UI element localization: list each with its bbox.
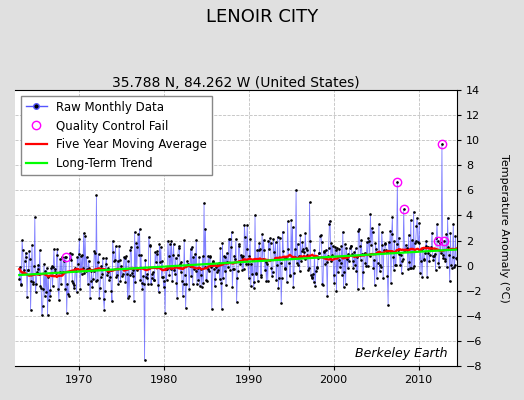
Title: 35.788 N, 84.262 W (United States): 35.788 N, 84.262 W (United States) <box>112 76 359 90</box>
Text: LENOIR CITY: LENOIR CITY <box>206 8 318 26</box>
Legend: Raw Monthly Data, Quality Control Fail, Five Year Moving Average, Long-Term Tren: Raw Monthly Data, Quality Control Fail, … <box>21 96 212 175</box>
Y-axis label: Temperature Anomaly (°C): Temperature Anomaly (°C) <box>499 154 509 302</box>
Text: Berkeley Earth: Berkeley Earth <box>355 348 448 360</box>
